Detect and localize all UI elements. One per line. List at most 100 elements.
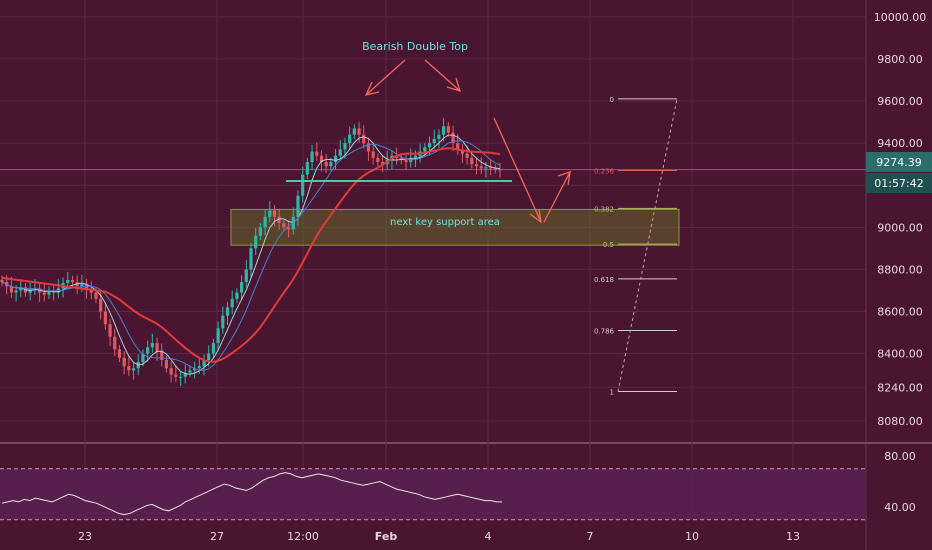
candle-body (437, 134, 441, 139)
candle-body (493, 168, 497, 170)
candle-body (343, 143, 347, 150)
candle-body (221, 315, 225, 329)
candle-body (174, 374, 178, 377)
candle-body (249, 248, 253, 270)
candle-body (235, 292, 239, 299)
ma-fast-line (1, 134, 501, 375)
candle-body (277, 216, 281, 224)
rsi-band (0, 468, 866, 520)
candle-body (19, 287, 23, 291)
price-tick-label: 9400.00 (877, 137, 923, 150)
rsi-pane (0, 468, 866, 521)
current-price-badge (866, 152, 932, 172)
candle-body (371, 151, 375, 158)
candle-body (376, 157, 380, 163)
candle-body (470, 157, 474, 165)
candle-body (14, 290, 18, 293)
candle-body (47, 290, 51, 295)
double-top-arrow-right (424, 59, 461, 92)
candle-body (178, 376, 183, 378)
time-tick-label: 13 (786, 530, 800, 543)
time-tick-label: 27 (210, 530, 224, 543)
candle-body (117, 349, 122, 358)
candlestick-series (0, 118, 502, 387)
price-tick-label: 9600.00 (877, 95, 923, 108)
candle-body (254, 235, 258, 249)
candle-body (0, 279, 4, 283)
price-axis[interactable]: 10000.009800.009600.009400.009200.009000… (874, 11, 927, 514)
candle-body (432, 138, 436, 144)
candle-body (413, 155, 418, 158)
fib-level-label: 1 (610, 388, 614, 396)
candle-body (230, 298, 234, 308)
fibonacci-retracement: 0 0.236 0.382 0.5 0.618 0.786 1 (594, 96, 678, 396)
fib-level-label: 0.236 (594, 167, 615, 175)
price-pane-background (0, 0, 866, 442)
price-tick-label: 9800.00 (877, 53, 923, 66)
candle-body (155, 343, 159, 352)
candle-body (207, 353, 211, 360)
countdown-value: 01:57:42 (874, 177, 923, 190)
rsi-tick-label: 40.00 (884, 501, 916, 514)
price-tick-label: 10000.00 (874, 11, 927, 24)
fib-trendline (617, 98, 678, 392)
candle-body (451, 132, 455, 144)
candle-body (141, 353, 145, 363)
candle-body (103, 311, 107, 325)
candle-body (338, 149, 342, 156)
candle-body (211, 343, 216, 354)
support-zone (230, 208, 680, 246)
countdown-badge (866, 173, 932, 193)
price-tick-label: 8080.00 (877, 415, 923, 428)
candle-body (352, 128, 356, 135)
candle-body (489, 167, 493, 169)
trend-drawings (0, 59, 866, 224)
candle-body (268, 210, 272, 217)
candle-body (263, 216, 267, 228)
candle-body (442, 126, 446, 135)
current-price-value: 9274.39 (876, 156, 922, 169)
candle-body (484, 167, 488, 169)
support-zone-label: next key support area (390, 217, 500, 228)
candle-body (282, 223, 286, 228)
price-axis-background (866, 0, 932, 550)
support-zone-box (230, 208, 680, 246)
candle-body (305, 162, 309, 175)
candle-body (84, 284, 89, 290)
candle-body (160, 351, 164, 360)
candle-body (164, 359, 169, 369)
candle-body (70, 279, 75, 283)
candle-body (479, 166, 483, 169)
candle-body (465, 153, 469, 158)
candle-body (80, 284, 84, 287)
candle-body (169, 368, 173, 375)
current-price-marker: 9274.39 01:57:42 (866, 152, 932, 193)
candle-body (315, 151, 319, 156)
pattern-label: Bearish Double Top (362, 40, 468, 53)
candle-body (202, 359, 206, 367)
ma-slow-line (1, 147, 501, 363)
price-tick-label: 8240.00 (877, 381, 923, 394)
candle-body (272, 210, 277, 217)
candle-body (357, 128, 361, 135)
time-tick-label: 23 (78, 530, 92, 543)
price-tick-label: 8400.00 (877, 348, 923, 361)
candle-body (193, 368, 197, 371)
time-axis[interactable]: 23 27 12:00 Feb 4 7 10 13 (78, 530, 800, 543)
candle-body (150, 343, 154, 348)
candle-body (240, 282, 244, 293)
candle-body (474, 164, 479, 167)
candle-body (324, 162, 328, 167)
candle-body (301, 174, 305, 196)
candle-body (113, 336, 117, 350)
candle-body (456, 143, 460, 150)
candle-body (348, 134, 352, 144)
candle-body (446, 126, 450, 133)
candle-body (310, 151, 314, 163)
candle-body (329, 162, 333, 167)
candle-body (460, 149, 465, 154)
time-tick-label: 4 (485, 530, 492, 543)
candle-body (427, 143, 432, 148)
time-tick-label: 12:00 (287, 530, 319, 543)
